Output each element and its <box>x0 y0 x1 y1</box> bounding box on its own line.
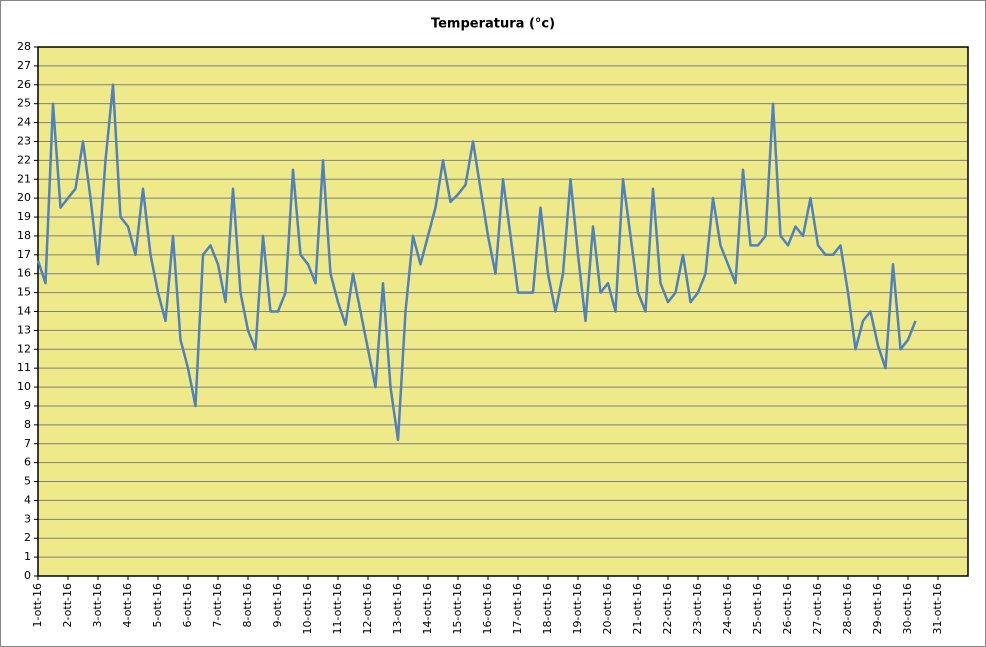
x-tick-label: 6-ott-16 <box>181 583 194 628</box>
x-tick-label: 30-ott-16 <box>901 583 914 635</box>
y-tick-label: 12 <box>17 342 31 355</box>
x-tick-label: 2-ott-16 <box>61 583 74 628</box>
y-tick-label: 13 <box>17 323 31 336</box>
y-tick-label: 8 <box>24 418 31 431</box>
x-tick-label: 28-ott-16 <box>841 583 854 635</box>
y-tick-label: 9 <box>24 399 31 412</box>
x-tick-label: 23-ott-16 <box>691 583 704 635</box>
x-tick-label: 4-ott-16 <box>121 583 134 628</box>
y-tick-label: 15 <box>17 286 31 299</box>
plot-border <box>37 46 969 577</box>
x-tick-label: 26-ott-16 <box>781 583 794 635</box>
x-tick-label: 18-ott-16 <box>541 583 554 635</box>
y-tick-label: 24 <box>17 116 31 129</box>
y-tick-label: 19 <box>17 210 31 223</box>
y-tick-label: 11 <box>17 361 31 374</box>
y-tick-label: 1 <box>24 550 31 563</box>
x-tick-label: 16-ott-16 <box>481 583 494 635</box>
x-tick-label: 13-ott-16 <box>391 583 404 635</box>
y-tick-label: 4 <box>24 493 31 506</box>
x-tick-label: 7-ott-16 <box>211 583 224 628</box>
y-tick-label: 21 <box>17 172 31 185</box>
temperature-line <box>36 83 917 442</box>
y-tick-label: 7 <box>24 437 31 450</box>
x-tick-label: 31-ott-16 <box>931 583 944 635</box>
x-tick-label: 12-ott-16 <box>361 583 374 635</box>
y-tick-label: 5 <box>24 475 31 488</box>
y-tick-label: 2 <box>24 531 31 544</box>
x-tick-label: 11-ott-16 <box>331 583 344 635</box>
y-tick-label: 20 <box>17 191 31 204</box>
y-tick-label: 14 <box>17 305 31 318</box>
y-tick-label: 27 <box>17 59 31 72</box>
y-tick-label: 16 <box>17 267 31 280</box>
y-tick-label: 6 <box>24 456 31 469</box>
y-tick-label: 25 <box>17 97 31 110</box>
x-tick-label: 14-ott-16 <box>421 583 434 635</box>
x-tick-label: 20-ott-16 <box>601 583 614 635</box>
x-tick-label: 25-ott-16 <box>751 583 764 635</box>
y-tick-label: 3 <box>24 512 31 525</box>
x-tick-label: 9-ott-16 <box>271 583 284 628</box>
x-tick-label: 29-ott-16 <box>871 583 884 635</box>
y-tick-label: 10 <box>17 380 31 393</box>
x-tick-label: 19-ott-16 <box>571 583 584 635</box>
y-tick-label: 23 <box>17 134 31 147</box>
y-tick-label: 17 <box>17 248 31 261</box>
y-tick-label: 18 <box>17 229 31 242</box>
y-tick-label: 28 <box>17 40 31 53</box>
chart-title: Temperatura (°c) <box>431 17 555 32</box>
x-tick-label: 5-ott-16 <box>151 583 164 628</box>
x-tick-label: 3-ott-16 <box>91 583 104 628</box>
x-tick-label: 27-ott-16 <box>811 583 824 635</box>
x-tick-label: 22-ott-16 <box>661 583 674 635</box>
y-tick-label: 0 <box>24 569 31 582</box>
x-tick-label: 1-ott-16 <box>31 583 44 628</box>
x-tick-label: 17-ott-16 <box>511 583 524 635</box>
x-tick-label: 10-ott-16 <box>301 583 314 635</box>
x-tick-label: 24-ott-16 <box>721 583 734 635</box>
x-tick-label: 15-ott-16 <box>451 583 464 635</box>
x-tick-label: 8-ott-16 <box>241 583 254 628</box>
y-tick-label: 22 <box>17 153 31 166</box>
x-tick-label: 21-ott-16 <box>631 583 644 635</box>
y-tick-label: 26 <box>17 78 31 91</box>
